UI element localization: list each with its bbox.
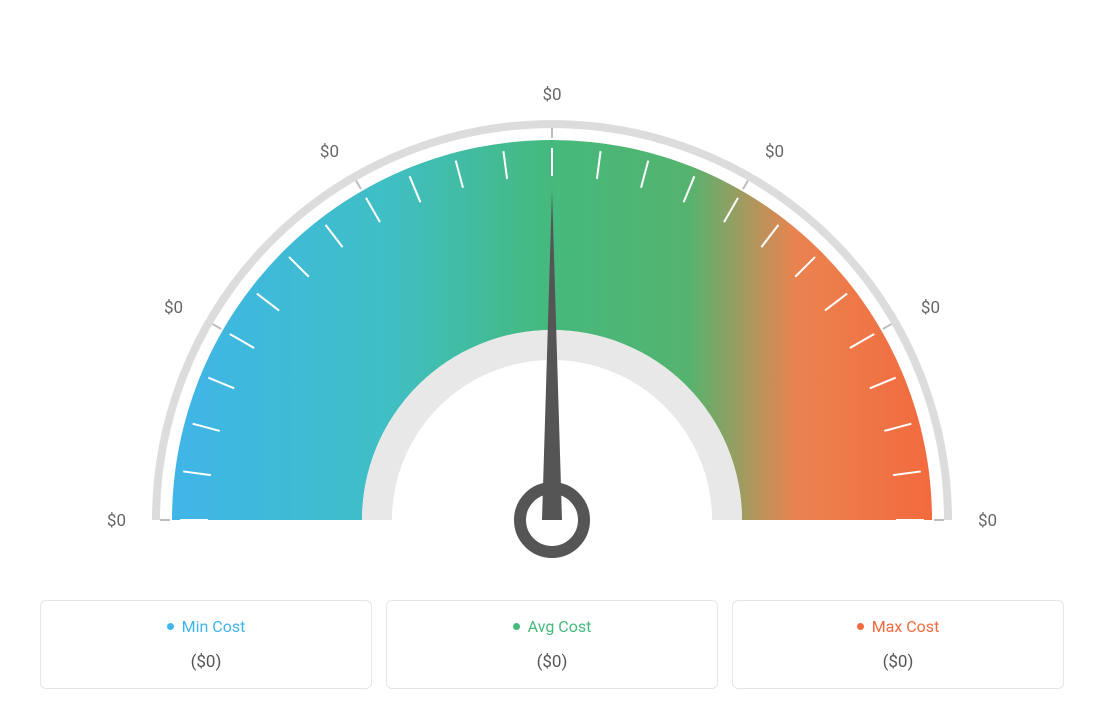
legend-value-avg: ($0) [399,652,705,672]
svg-text:$0: $0 [107,511,126,531]
legend-dot-avg [513,623,520,630]
svg-text:$0: $0 [542,85,561,105]
legend-title-min: Min Cost [167,617,246,636]
legend-label-avg: Avg Cost [528,617,592,636]
svg-text:$0: $0 [978,511,997,531]
legend-card-min: Min Cost ($0) [40,600,372,689]
legend-value-max: ($0) [745,652,1051,672]
svg-text:$0: $0 [765,142,784,162]
gauge-svg: $0 $0 $0 $0 $0 $0 $0 [40,20,1064,580]
legend-card-max: Max Cost ($0) [732,600,1064,689]
legend-title-avg: Avg Cost [513,617,592,636]
legend-title-max: Max Cost [857,617,940,636]
legend-value-min: ($0) [53,652,359,672]
legend-row: Min Cost ($0) Avg Cost ($0) Max Cost ($0… [40,600,1064,689]
svg-text:$0: $0 [320,142,339,162]
legend-dot-max [857,623,864,630]
cost-gauge: $0 $0 $0 $0 $0 $0 $0 Min Cost ($0) Avg Cost ($… [40,20,1064,689]
svg-text:$0: $0 [164,298,183,318]
legend-label-min: Min Cost [182,617,246,636]
svg-text:$0: $0 [921,298,940,318]
legend-card-avg: Avg Cost ($0) [386,600,718,689]
legend-label-max: Max Cost [872,617,940,636]
legend-dot-min [167,623,174,630]
